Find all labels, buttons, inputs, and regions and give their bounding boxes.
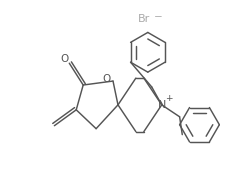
Text: −: − <box>153 12 162 22</box>
Text: O: O <box>60 54 68 64</box>
Text: Br: Br <box>137 14 150 24</box>
Text: N: N <box>157 100 165 110</box>
Text: +: + <box>164 94 172 103</box>
Text: O: O <box>101 74 110 84</box>
